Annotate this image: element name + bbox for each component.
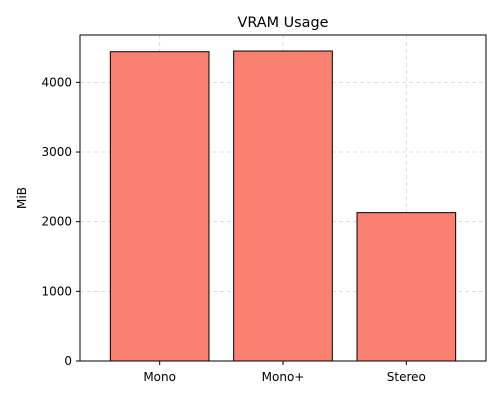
bar [233, 50, 333, 362]
y-axis-ticks: 0 1000 2000 3000 4000 [41, 75, 80, 368]
x-tick-label: Mono+ [262, 370, 305, 384]
bars [109, 50, 457, 362]
bar [109, 51, 210, 362]
y-tick-label: 2000 [41, 215, 72, 229]
y-axis-label: MiB [15, 187, 29, 209]
y-tick-label: 4000 [41, 75, 72, 89]
x-axis-ticks: Mono Mono+ Stereo [143, 361, 426, 384]
chart-title: VRAM Usage [238, 15, 329, 31]
bar [356, 212, 457, 362]
x-tick-label: Stereo [387, 370, 426, 384]
x-tick-label: Mono [143, 370, 176, 384]
y-tick-label: 3000 [41, 145, 72, 159]
y-tick-label: 1000 [41, 284, 72, 298]
y-tick-label: 0 [64, 354, 72, 368]
